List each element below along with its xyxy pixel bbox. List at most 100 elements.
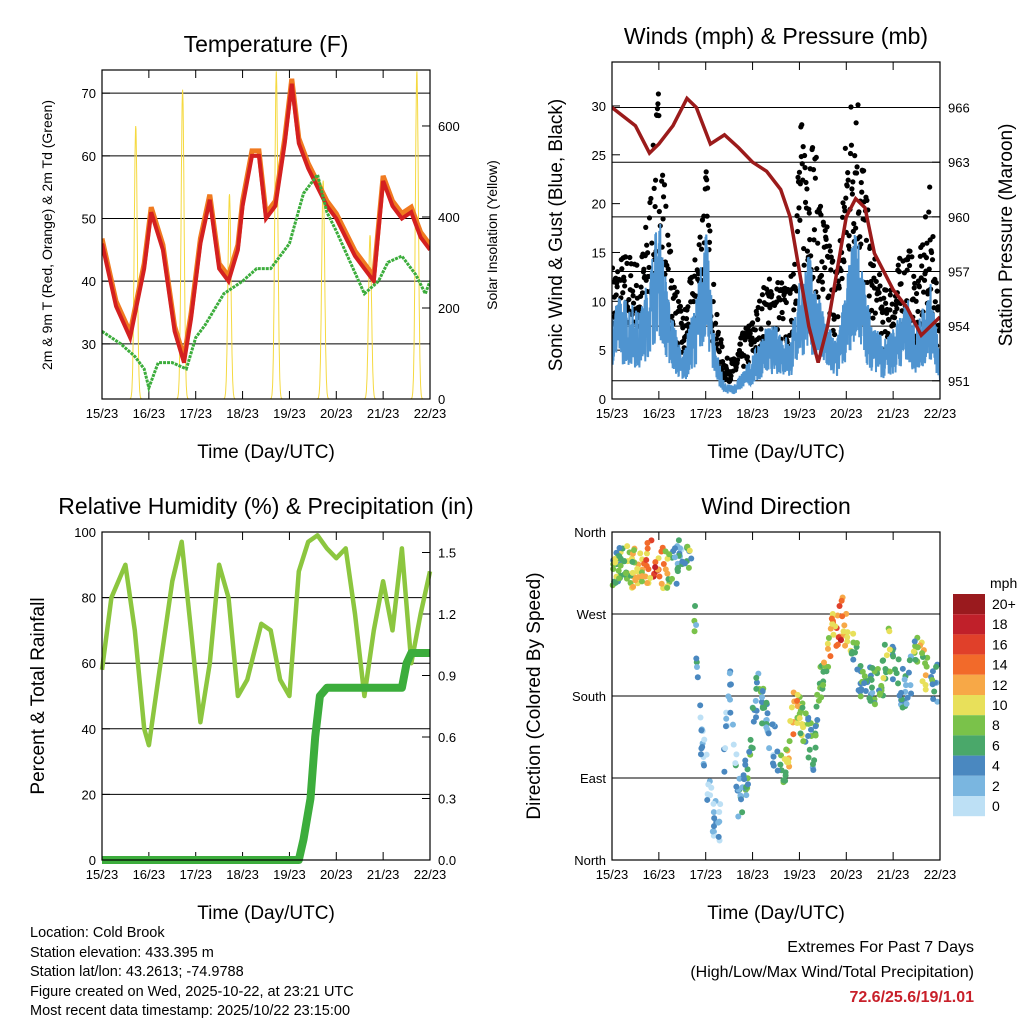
gust-point [810, 167, 817, 173]
direction-point [721, 768, 728, 775]
direction-point [742, 761, 749, 768]
plot-frame [611, 531, 941, 861]
direction-point [912, 656, 919, 663]
legend-swatch [953, 695, 985, 716]
x-axis-label: Time (Day/UTC) [707, 903, 845, 924]
gust-point [645, 250, 651, 256]
direction-point [716, 818, 723, 825]
gust-point [883, 310, 890, 316]
gust-point [923, 255, 930, 261]
y-axis-label: 2m & 9m T (Red, Orange) & 2m Td (Green) [39, 100, 55, 370]
gust-point [688, 280, 694, 286]
x-tick-label: 17/23 [179, 867, 212, 882]
gust-point [754, 311, 760, 317]
y-tick-label: North [574, 853, 606, 868]
gust-point [866, 293, 872, 299]
gust-point [861, 168, 867, 174]
gust-point [797, 217, 803, 223]
legend-swatch [953, 674, 985, 695]
gust-point [675, 298, 682, 305]
y-tick-label: 70 [82, 86, 96, 101]
gust-point [637, 304, 643, 310]
direction-point [788, 704, 795, 711]
chart-title: Winds (mph) & Pressure (mb) [624, 23, 928, 49]
gust-point [886, 317, 892, 323]
direction-point [660, 560, 667, 567]
extremes-title: Extremes For Past 7 Days [787, 939, 974, 956]
gust-point [831, 331, 838, 338]
gust-point [795, 174, 801, 180]
y-tick-label: West [577, 607, 607, 622]
direction-point [749, 705, 756, 712]
gust-point [630, 300, 637, 306]
gust-point [628, 273, 634, 279]
direction-point [629, 569, 636, 576]
gust-point [649, 240, 655, 246]
direction-point [857, 688, 864, 695]
sonic-wind-line [612, 223, 940, 395]
direction-point [629, 558, 636, 565]
elevation: Station elevation: 433.395 m [30, 944, 214, 961]
x-tick-label: 22/23 [414, 867, 447, 882]
gust-point [853, 170, 860, 176]
direction-point [741, 776, 748, 783]
y-tick-label: 0 [89, 853, 96, 868]
direction-point [904, 694, 911, 701]
x-tick-label: 21/23 [877, 867, 910, 882]
gust-point [921, 289, 927, 295]
y-tick-label: 80 [82, 591, 96, 606]
direction-point [685, 564, 692, 571]
direction-point [743, 792, 750, 799]
gust-point [916, 284, 922, 290]
gust-point [930, 233, 936, 240]
location: Location: Cold Brook [30, 925, 165, 941]
gust-point [924, 240, 930, 246]
gust-point [926, 209, 932, 215]
gust-point [791, 307, 797, 313]
direction-point [732, 760, 739, 767]
gust-point [712, 320, 719, 326]
gust-point [828, 267, 834, 273]
direction-point [664, 584, 671, 591]
gust-point [613, 292, 619, 298]
gust-point [830, 327, 836, 334]
direction-point [774, 767, 781, 774]
direction-point [610, 565, 617, 572]
direction-point [862, 687, 869, 694]
legend-swatch [953, 634, 985, 655]
gust-point [704, 177, 710, 183]
y-right-tick-label: 400 [438, 210, 460, 225]
y-right-tick-label: 1.2 [438, 607, 456, 622]
direction-point [868, 684, 875, 691]
direction-point [805, 732, 812, 739]
direction-point [691, 628, 698, 635]
direction-point [733, 783, 740, 790]
direction-point [747, 736, 754, 743]
gust-point [826, 243, 833, 249]
y-tick-label: 60 [82, 149, 96, 164]
direction-point [615, 567, 622, 574]
gust-point [796, 169, 803, 175]
direction-point [742, 757, 749, 764]
direction-point [821, 659, 828, 666]
direction-point [616, 545, 623, 552]
x-tick-label: 20/23 [830, 867, 863, 882]
direction-point [729, 721, 736, 728]
direction-point [809, 761, 816, 768]
gust-point [887, 292, 893, 298]
direction-point [759, 687, 766, 694]
gust-point [906, 262, 913, 269]
latlon: Station lat/lon: 43.2613; -74.9788 [30, 964, 244, 980]
direction-point [744, 766, 751, 773]
y-tick-label: 100 [74, 525, 96, 540]
y-tick-label: 25 [592, 148, 606, 163]
direction-point [886, 668, 893, 675]
direction-point [849, 648, 856, 655]
gust-point [777, 297, 783, 303]
gust-point [883, 300, 889, 306]
direction-point [907, 682, 914, 689]
gust-point [656, 112, 662, 119]
y-axis-label: Percent & Total Rainfall [28, 597, 49, 794]
gust-point [822, 265, 828, 271]
